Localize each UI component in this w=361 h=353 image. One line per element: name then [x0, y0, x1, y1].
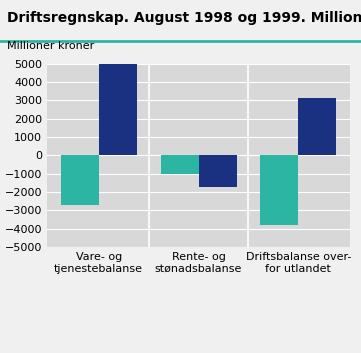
Bar [99, 64, 136, 155]
Bar [61, 155, 99, 205]
Text: Millioner kroner: Millioner kroner [7, 41, 95, 51]
Bar [299, 98, 336, 155]
Bar [261, 155, 299, 225]
Text: Driftsregnskap. August 1998 og 1999. Millioner kroner: Driftsregnskap. August 1998 og 1999. Mil… [7, 11, 361, 25]
Bar [199, 155, 236, 186]
Bar [161, 155, 199, 174]
